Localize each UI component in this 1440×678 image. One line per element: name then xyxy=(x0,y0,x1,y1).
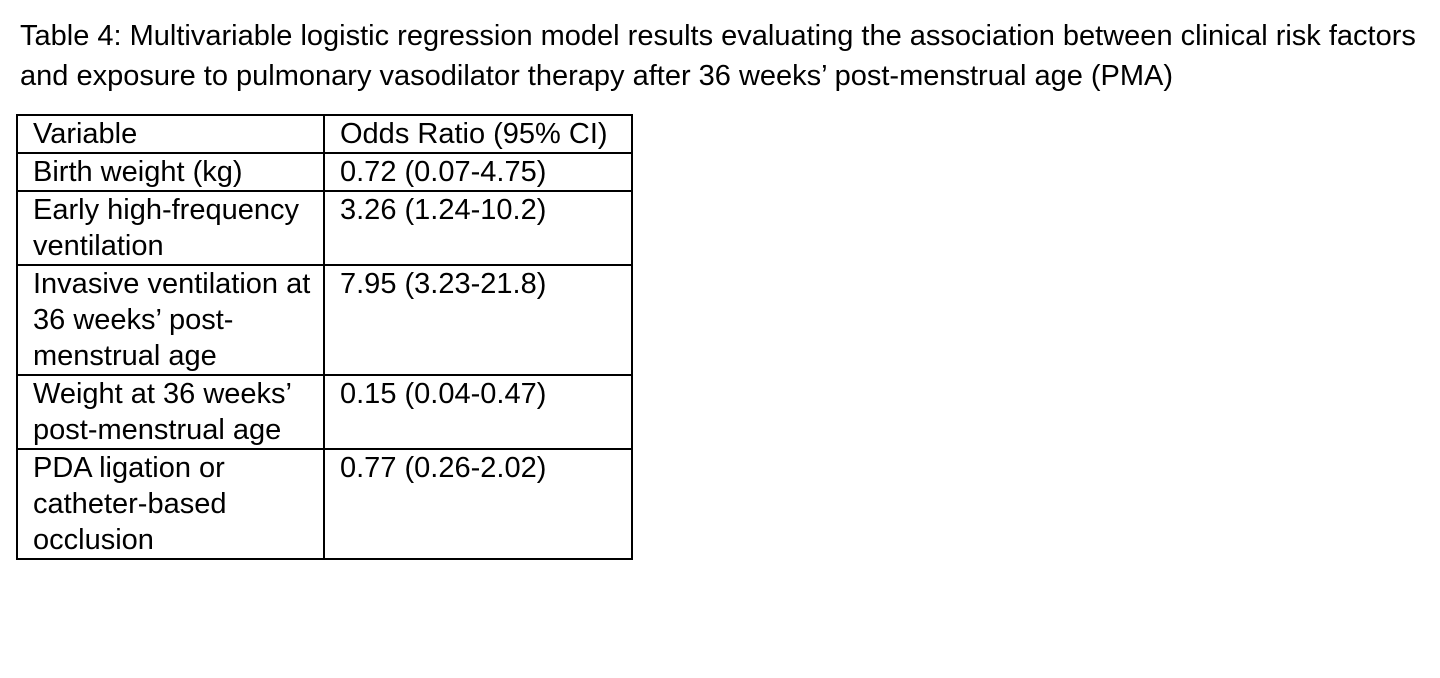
table-row-cell: Weight at 36 weeks’ post-menstrual age xyxy=(16,374,325,450)
table-row-cell: 0.72 (0.07-4.75) xyxy=(323,152,633,192)
table-row-cell: Early high-frequency ventilation xyxy=(16,190,325,266)
table-row-cell: 7.95 (3.23-21.8) xyxy=(323,264,633,376)
table-row-cell: Invasive ventilation at 36 weeks’ post-m… xyxy=(16,264,325,376)
table-row-cell: Birth weight (kg) xyxy=(16,152,325,192)
header-row: Variable Odds Ratio (95% CI) xyxy=(16,114,633,154)
table-body: Variable Odds Ratio (95% CI) Birth weight … xyxy=(16,114,633,560)
header-row-cell: Odds Ratio (95% CI) xyxy=(323,114,633,154)
table-caption: Table 4: Multivariable logistic regressi… xyxy=(20,20,1416,92)
table-row: Early high-frequency ventilation 3.26 (1.… xyxy=(16,190,633,266)
results-table: Variable Odds Ratio (95% CI) Birth weight … xyxy=(16,114,633,560)
table-row-cell: PDA ligation or catheter-based occlusion xyxy=(16,448,325,560)
table-row: PDA ligation or catheter-based occlusion… xyxy=(16,448,633,560)
table-row: Birth weight (kg) 0.72 (0.07-4.75) xyxy=(16,152,633,192)
table-row-cell: 3.26 (1.24-10.2) xyxy=(323,190,633,266)
header-row-cell: Variable xyxy=(16,114,325,154)
table-row: Weight at 36 weeks’ post-menstrual age 0.… xyxy=(16,374,633,450)
table-row-cell: 0.77 (0.26-2.02) xyxy=(323,448,633,560)
table-row: Invasive ventilation at 36 weeks’ post-m… xyxy=(16,264,633,376)
table-row-cell: 0.15 (0.04-0.47) xyxy=(323,374,633,450)
